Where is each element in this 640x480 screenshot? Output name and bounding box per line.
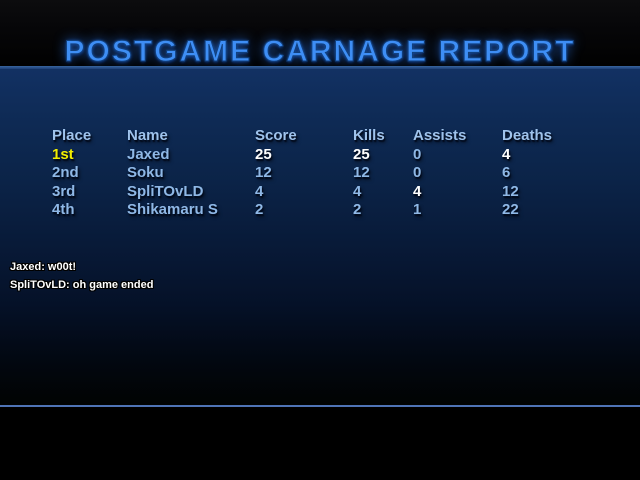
scoreboard-row: 4th Shikamaru S 2 2 1 22: [0, 201, 640, 220]
cell-score: 25: [255, 145, 272, 163]
cell-deaths: 12: [502, 182, 519, 200]
cell-name: Shikamaru S: [127, 201, 218, 218]
scoreboard: Place Name Score Kills Assists Deaths 1st Jaxe…: [0, 127, 640, 220]
cell-place: 4th: [52, 201, 75, 218]
scoreboard-row: 1st Jaxed 25 25 0 4: [0, 146, 640, 165]
cell-score: 2: [255, 201, 264, 218]
cell-assists: 0: [413, 164, 422, 181]
cell-kills: 4: [353, 182, 362, 200]
header-divider: [0, 66, 640, 69]
scoreboard-header-row: Place Name Score Kills Assists Deaths: [0, 127, 640, 146]
cell-place: 1st: [52, 145, 74, 163]
chat-message: SpliTOvLD: oh game ended: [10, 279, 154, 291]
cell-deaths: 6: [502, 164, 511, 181]
header-band: [0, 0, 640, 66]
column-header-deaths: Deaths: [502, 127, 553, 144]
column-header-score: Score: [255, 127, 297, 144]
cell-score: 12: [255, 164, 272, 181]
column-header-assists: Assists: [413, 127, 467, 144]
cell-assists: 0: [413, 145, 422, 163]
cell-kills: 2: [353, 201, 362, 218]
cell-place: 3rd: [52, 182, 76, 200]
column-header-kills: Kills: [353, 127, 385, 144]
cell-deaths: 4: [502, 145, 511, 163]
cell-kills: 25: [353, 145, 370, 163]
cell-assists: 1: [413, 201, 422, 218]
scoreboard-row: 2nd Soku 12 12 0 6: [0, 164, 640, 183]
cell-score: 4: [255, 182, 264, 200]
chat-log: Jaxed: w00t! SpliTOvLD: oh game ended: [10, 258, 153, 294]
bottom-bar: [0, 407, 640, 480]
page-title: POSTGAME CARNAGE REPORT: [64, 35, 576, 69]
cell-name: Soku: [127, 164, 164, 181]
cell-name: Jaxed: [127, 145, 170, 163]
cell-deaths: 22: [502, 201, 519, 218]
bottom-divider: [0, 405, 640, 407]
chat-message: Jaxed: w00t!: [10, 261, 77, 273]
content-panel: [0, 69, 640, 405]
cell-assists: 4: [413, 182, 422, 200]
column-header-place: Place: [52, 127, 92, 144]
cell-place: 2nd: [52, 164, 79, 181]
scoreboard-row: 3rd SpliTOvLD 4 4 4 12: [0, 183, 640, 202]
cell-kills: 12: [353, 164, 370, 181]
column-header-name: Name: [127, 127, 168, 144]
cell-name: SpliTOvLD: [127, 182, 204, 200]
